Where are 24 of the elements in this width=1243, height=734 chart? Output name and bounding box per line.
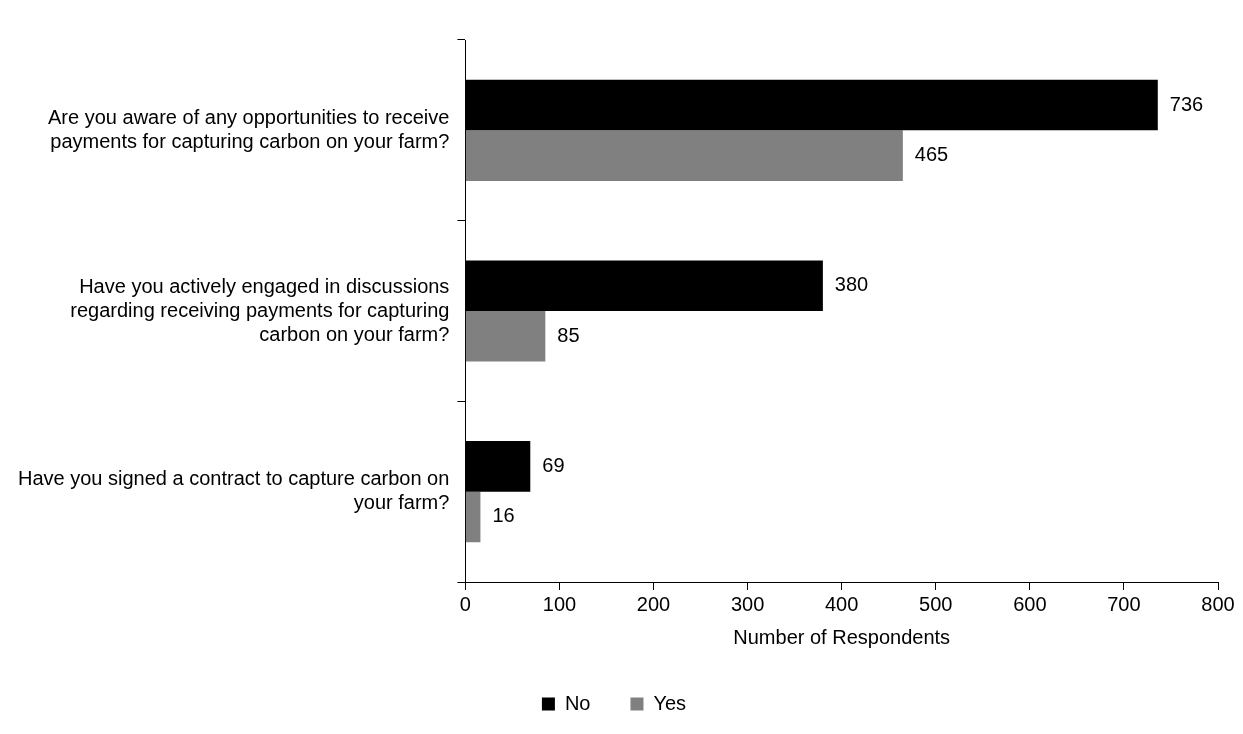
legend-label: Yes (653, 691, 687, 714)
x-tick-label: 500 (919, 592, 953, 615)
x-tick-label: 300 (730, 592, 765, 615)
data-label: 16 (492, 504, 515, 527)
x-tick-label: 200 (636, 592, 671, 615)
legend-label: No (564, 691, 591, 714)
x-tick-label: 700 (1107, 592, 1141, 615)
x-tick-label: 400 (825, 592, 859, 615)
data-label: 736 (1169, 92, 1204, 115)
x-tick-label: 100 (542, 592, 577, 615)
bar (465, 130, 903, 181)
bar (465, 491, 481, 543)
data-label: 465 (914, 143, 949, 166)
y-tick-label: Are you aware of any opportunities to receive payments for capturing carbon on your farm? (48, 105, 450, 152)
bar (465, 311, 546, 362)
x-tick-label: 800 (1201, 592, 1235, 615)
x-tick-label: 0 (459, 592, 471, 615)
data-label: 85 (557, 323, 580, 346)
y-tick-label: Have you signed a contract to capture carbon on your farm? (17, 467, 450, 514)
x-tick-label: 600 (1013, 592, 1047, 615)
x-axis-title: Number of Respondents (733, 625, 951, 648)
data-label: 380 (834, 273, 869, 296)
data-label: 69 (542, 453, 565, 476)
y-tick-label: Have you actively engaged in discussions regarding receiving payments for capturing carbon on your farm? (70, 274, 450, 345)
